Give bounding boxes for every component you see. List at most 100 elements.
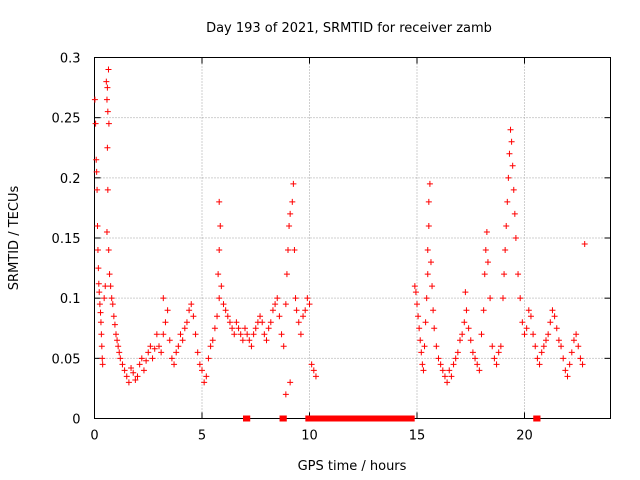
grid-lines — [94, 57, 611, 419]
data-point — [573, 331, 580, 338]
data-point — [123, 373, 130, 380]
data-point — [106, 271, 113, 278]
data-point — [203, 373, 210, 380]
data-point — [570, 337, 577, 344]
data-point — [504, 198, 511, 205]
data-point — [427, 259, 434, 266]
data-point — [121, 367, 128, 374]
data-point — [491, 355, 498, 362]
data-point — [538, 349, 545, 356]
data-point — [292, 295, 299, 302]
data-point — [308, 361, 315, 368]
data-point — [134, 373, 141, 380]
data-point — [183, 319, 190, 326]
data-point — [97, 309, 104, 316]
data-point — [160, 331, 167, 338]
data-point — [523, 325, 530, 332]
data-point — [209, 337, 216, 344]
data-point — [418, 349, 425, 356]
data-point — [551, 313, 558, 320]
data-point — [229, 325, 236, 332]
data-point — [431, 325, 438, 332]
data-point — [527, 313, 534, 320]
data-point — [417, 337, 424, 344]
data-point — [94, 186, 101, 193]
data-point — [509, 162, 516, 169]
data-point — [269, 307, 276, 314]
data-point — [411, 283, 418, 290]
data-point — [282, 301, 289, 308]
data-point — [530, 331, 537, 338]
data-point — [472, 355, 479, 362]
data-point — [483, 228, 490, 235]
data-point — [173, 349, 180, 356]
y-tick-label: 0.2 — [60, 172, 81, 187]
data-point — [560, 355, 567, 362]
y-tick-label: 0.25 — [52, 112, 81, 127]
data-point — [94, 222, 101, 229]
data-point — [272, 301, 279, 308]
data-point — [482, 247, 489, 254]
data-point — [140, 367, 147, 374]
data-point — [459, 331, 466, 338]
data-point — [96, 289, 103, 296]
data-point — [543, 337, 549, 344]
data-point — [158, 349, 165, 356]
data-point — [226, 319, 233, 326]
data-point — [503, 222, 510, 229]
data-point — [104, 108, 111, 115]
data-point — [505, 174, 512, 181]
data-point — [422, 319, 429, 326]
data-point — [194, 349, 201, 356]
data-point — [168, 355, 175, 362]
data-point — [235, 325, 242, 332]
data-point — [558, 343, 565, 350]
data-point — [95, 265, 102, 272]
data-point — [214, 313, 221, 320]
data-point — [283, 271, 290, 278]
data-point — [547, 319, 554, 326]
data-point — [287, 379, 294, 386]
data-point — [201, 379, 208, 386]
data-point — [506, 150, 513, 157]
data-point — [282, 391, 289, 398]
data-point — [143, 357, 150, 364]
data-point — [549, 307, 556, 314]
data-point — [130, 369, 137, 376]
data-point — [419, 361, 426, 368]
data-point — [186, 307, 193, 314]
data-point — [242, 325, 248, 332]
data-point — [116, 349, 123, 356]
data-point — [91, 96, 98, 103]
data-point — [109, 301, 116, 308]
data-point — [562, 367, 569, 374]
data-point — [295, 319, 302, 326]
data-point — [510, 186, 517, 193]
data-point — [312, 373, 319, 380]
data-point — [425, 198, 432, 205]
data-point — [99, 361, 106, 368]
x-tick-label: 20 — [516, 429, 533, 444]
data-point — [199, 367, 205, 374]
data-point — [467, 337, 474, 344]
data-point — [285, 247, 291, 254]
x-tick-label: 5 — [198, 429, 206, 444]
data-point — [500, 295, 506, 302]
data-point — [177, 331, 184, 338]
data-point — [439, 367, 446, 374]
data-point — [511, 210, 518, 217]
data-point — [290, 180, 297, 187]
y-tick-label: 0.15 — [52, 232, 81, 247]
data-point — [104, 144, 111, 151]
data-point — [502, 247, 509, 254]
data-point — [138, 355, 145, 362]
data-point — [304, 295, 311, 302]
data-point — [98, 331, 105, 338]
data-point — [93, 156, 100, 163]
data-point — [105, 247, 112, 254]
x-tick-label: 0 — [90, 429, 98, 444]
y-tick-label: 0 — [72, 413, 80, 428]
data-point — [246, 337, 253, 344]
data-point — [515, 271, 522, 278]
